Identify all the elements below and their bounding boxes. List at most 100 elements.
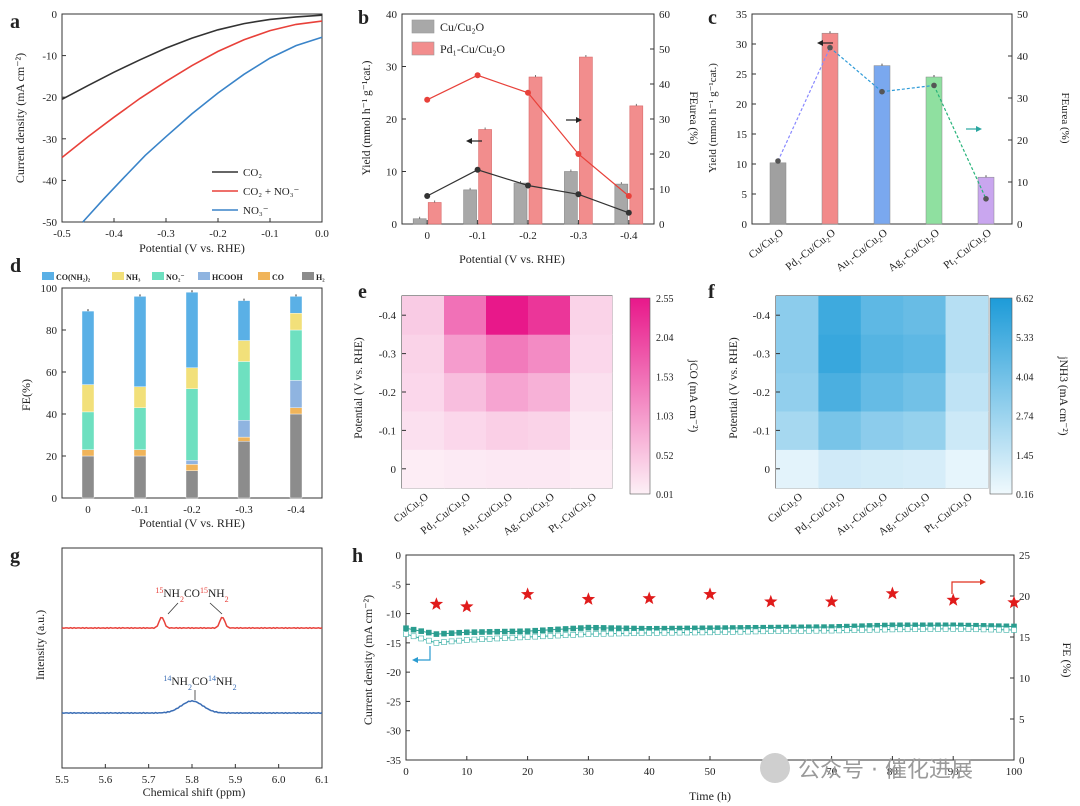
a-xtick-label: -0.2 [209, 228, 226, 240]
h-ytick-label: -35 [386, 755, 401, 767]
h-current-marker-0 [486, 629, 493, 635]
a-plot-frame [61, 13, 323, 223]
c-ytick-label: 0 [742, 219, 748, 231]
h-current-marker-0 [600, 625, 607, 631]
e-heat-cell-3-3 [528, 334, 571, 374]
d-bar-seg-0-1 [133, 455, 147, 499]
h-current-marker-0 [494, 628, 501, 635]
c-ytick-label: 35 [736, 9, 748, 21]
h-ytick-label: -30 [386, 726, 401, 738]
f-ylabel: Potential (V vs. RHE) [728, 337, 740, 439]
h-current-marker-1 [919, 626, 926, 632]
g-xtick-label: 5.5 [55, 774, 69, 786]
d-xtick-label: -0.3 [235, 504, 253, 516]
h-current-marker-1 [517, 634, 523, 641]
b-xtick-label: -0.1 [469, 230, 486, 242]
h-current-marker-1 [866, 627, 873, 633]
h-current-marker-0 [547, 627, 554, 633]
d-bar-seg-5-2 [185, 292, 199, 369]
h-plot-frame [405, 554, 1015, 761]
b-ytick-label: 0 [392, 219, 398, 231]
h-current-marker-1 [897, 626, 903, 633]
c-y2label: FEurea (%) [1059, 92, 1071, 143]
h-y2tick-label: 0 [1019, 755, 1025, 767]
h-current-marker-0 [403, 625, 409, 632]
f-heat-cell-2-0 [776, 372, 819, 412]
e-heat-cell-3-0 [402, 334, 445, 374]
h-fe-star-6 [764, 594, 778, 608]
e-heat-cell-1-3 [528, 411, 571, 450]
b-y2tick-label: 30 [659, 114, 671, 126]
g-xtick-label: 6.1 [315, 774, 329, 786]
c-fe-point-2 [879, 88, 885, 95]
f-colorbar-tick: 2.74 [1016, 412, 1034, 423]
h-current-marker-1 [403, 631, 409, 637]
e-colorbar [629, 297, 651, 495]
h-current-marker-1 [737, 628, 744, 635]
b-arrowhead-left [466, 138, 472, 144]
c-ytick-label: 20 [736, 99, 748, 111]
f-heat-cell-1-0 [776, 411, 819, 450]
h-current-marker-1 [577, 631, 584, 638]
b-xlabel: Potential (V vs. RHE) [459, 252, 565, 266]
d-ytick-label: 100 [41, 283, 58, 295]
d-bar-seg-1-1 [133, 449, 147, 457]
c-fe-segment-0 [777, 47, 831, 162]
g-xtick-label: 6.0 [272, 774, 286, 786]
h-xtick-label: 100 [1006, 766, 1023, 778]
h-fe-star-3 [581, 592, 596, 605]
f-heat-cell-1-2 [860, 411, 904, 450]
b-xtick-label: -0.3 [570, 230, 588, 242]
f-ytick-label: -0.2 [753, 387, 770, 399]
h-current-marker-1 [821, 627, 827, 634]
h-current-marker-0 [471, 629, 478, 635]
h-current-marker-1 [418, 635, 425, 642]
h-current-marker-1 [463, 637, 470, 643]
c-y2tick-label: 20 [1017, 135, 1029, 147]
h-current-marker-0 [433, 631, 440, 637]
h-fe-star-0 [429, 597, 444, 610]
h-current-marker-1 [760, 628, 767, 635]
f-heat-cell-4-4 [945, 296, 989, 335]
d-xtick-label: -0.4 [287, 504, 305, 516]
d-ytick-label: 60 [46, 367, 58, 379]
b-bar-1-1 [478, 129, 492, 225]
f-ytick-label: -0.3 [753, 349, 771, 361]
h-current-marker-1 [874, 626, 881, 633]
h-current-marker-1 [805, 627, 812, 634]
h-current-marker-1 [494, 635, 501, 642]
h-current-marker-1 [783, 628, 789, 634]
e-heat-cell-3-1 [444, 334, 487, 374]
d-bar-seg-4-2 [185, 367, 199, 389]
e-heat-cell-0-3 [528, 449, 571, 489]
f-heat-cell-4-2 [860, 296, 904, 335]
f-heat-cell-2-4 [945, 372, 989, 412]
h-ytick-label: -15 [386, 638, 401, 650]
h-fe-star-8 [885, 586, 900, 600]
e-heat-cell-4-4 [570, 296, 613, 335]
c-ytick-label: 5 [742, 189, 748, 201]
c-arrowhead-left [817, 40, 823, 46]
b-fe-point-0-2 [525, 182, 531, 189]
a-series-line-2 [82, 36, 323, 223]
h-current-marker-1 [410, 633, 417, 640]
f-heat-cell-4-1 [818, 296, 862, 335]
h-current-marker-0 [608, 625, 615, 631]
c-y2tick-label: 50 [1017, 9, 1029, 21]
h-ytick-label: -5 [392, 579, 402, 591]
d-ytick-label: 40 [46, 409, 58, 421]
b-fe-line-0 [426, 169, 630, 214]
b-fe-point-1-1 [474, 72, 481, 79]
h-current-marker-1 [456, 637, 463, 644]
h-current-marker-1 [653, 630, 660, 636]
h-current-marker-1 [813, 627, 820, 634]
b-ylabel: Yield (mmol h⁻¹ g⁻¹cat.) [361, 60, 373, 175]
c-y2tick-label: 0 [1017, 219, 1023, 231]
h-current-marker-1 [927, 626, 934, 632]
a-ytick-label: -20 [42, 92, 57, 104]
a-series-line-0 [61, 14, 323, 101]
e-heat-cell-0-4 [570, 449, 613, 489]
d-bar-seg-4-1 [133, 386, 147, 408]
e-ytick-label: -0.4 [379, 310, 397, 322]
b-y2label: FEurea (%) [687, 91, 699, 144]
